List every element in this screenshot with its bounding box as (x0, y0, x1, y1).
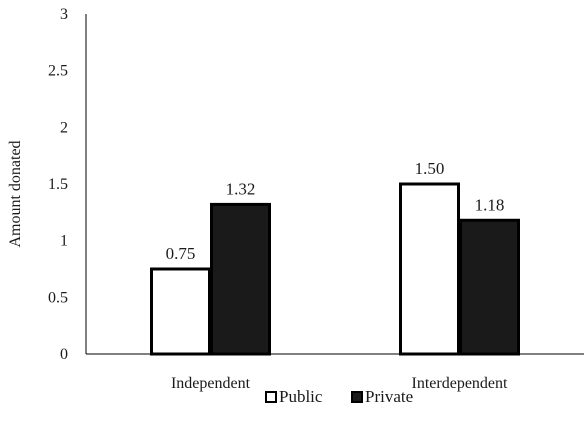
bar-public-independent (150, 267, 211, 356)
y-axis-title: Amount donated (7, 140, 24, 247)
bar-private-independent (210, 202, 271, 356)
bar-private-interdependent (459, 218, 520, 356)
x-tick-label: Interdependent (412, 375, 509, 392)
y-tick-label: 2 (60, 119, 68, 136)
y-tick-label: 0.5 (48, 289, 68, 306)
legend-swatch-public (265, 391, 277, 403)
y-tick-label: 0 (60, 346, 68, 363)
legend-swatch-private (351, 391, 363, 403)
y-axis-ticks: 0 0.5 1 1.5 2 2.5 3 (48, 6, 68, 363)
legend-label-private: Private (365, 387, 413, 406)
data-label: 0.75 (166, 244, 196, 263)
x-axis-ticks: Independent Interdependent (171, 375, 508, 392)
bars (150, 182, 520, 356)
y-tick-label: 2.5 (48, 63, 68, 80)
legend: Public Private (265, 387, 413, 406)
bar-public-interdependent (399, 182, 460, 356)
data-labels: 0.75 1.32 1.50 1.18 (166, 159, 505, 263)
data-label: 1.18 (475, 195, 505, 214)
data-label: 1.32 (226, 179, 256, 198)
y-tick-label: 1 (60, 233, 68, 250)
y-tick-label: 1.5 (48, 176, 68, 193)
data-label: 1.50 (415, 159, 445, 178)
x-tick-label: Independent (171, 375, 251, 392)
y-tick-label: 3 (60, 6, 68, 23)
legend-label-public: Public (279, 387, 323, 406)
